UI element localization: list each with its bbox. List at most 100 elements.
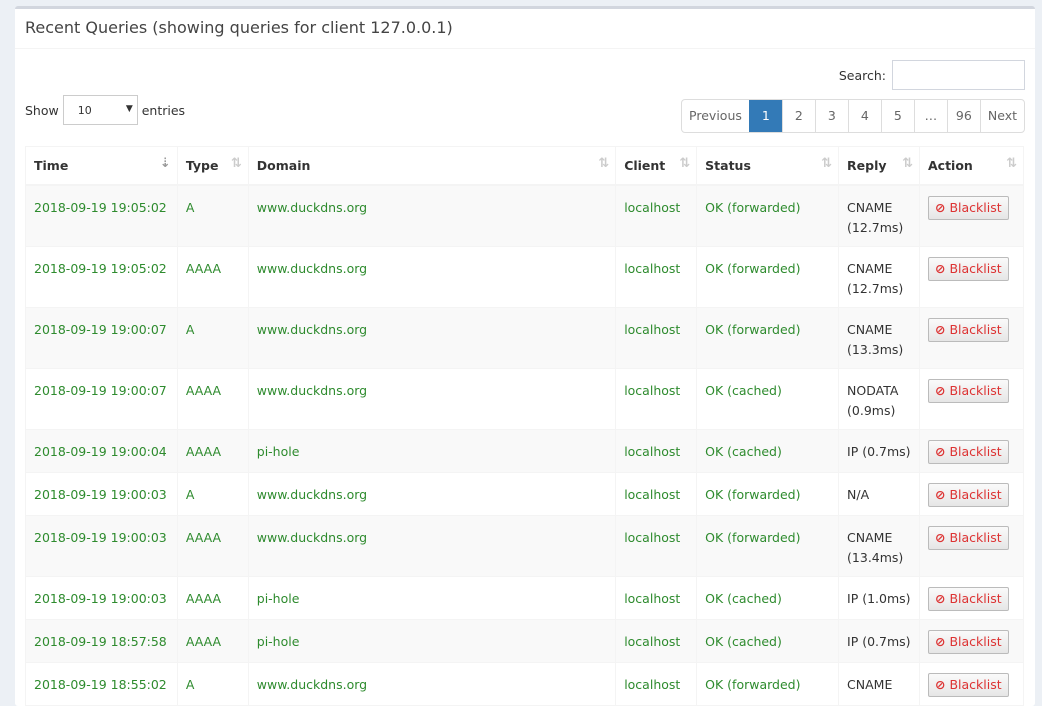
page-button-3[interactable]: 3: [814, 100, 848, 132]
cell-domain: pi-hole: [247, 575, 617, 620]
cell-time: 2018-09-19 19:00:03: [25, 514, 178, 577]
page-button-previous[interactable]: Previous: [689, 108, 742, 123]
cell-domain: www.duckdns.org: [247, 245, 617, 308]
cell-reply: N/A: [838, 471, 920, 516]
column-label: Time: [34, 158, 69, 173]
cell-status: OK (forwarded): [696, 184, 840, 247]
blacklist-button[interactable]: ⊘ Blacklist: [928, 439, 1009, 464]
blacklist-button[interactable]: ⊘ Blacklist: [928, 378, 1009, 403]
blacklist-label: Blacklist: [949, 199, 1002, 215]
sort-icon: ⇅: [821, 156, 833, 171]
table-row: 2018-09-19 19:05:02 AAAA www.duckdns.org lo…: [25, 245, 1024, 308]
cell-type: A: [176, 184, 249, 247]
dropdown-arrow-icon: ▼: [125, 104, 133, 114]
sort-icon: ⇅: [679, 156, 691, 171]
table-row: 2018-09-19 19:00:07 AAAA www.duckdns.org lo…: [25, 367, 1024, 430]
cell-type: A: [176, 306, 249, 369]
cell-time: 2018-09-19 19:00:03: [25, 471, 178, 516]
cell-reply: IP (1.0ms): [838, 575, 920, 620]
cell-reply: IP (0.7ms): [838, 428, 920, 473]
cell-status: OK (forwarded): [696, 514, 840, 577]
cell-action: ⊘ Blacklist: [919, 184, 1024, 247]
cell-type: A: [176, 661, 249, 706]
blacklist-button[interactable]: ⊘ Blacklist: [928, 482, 1009, 507]
pagination: Previous 1 2 3 4 5… 96 Next: [681, 99, 1025, 133]
blacklist-button[interactable]: ⊘ Blacklist: [928, 195, 1009, 220]
sort-icon: ⇅: [598, 156, 610, 171]
cell-status: OK (forwarded): [696, 245, 840, 308]
cell-client: localhost: [615, 661, 698, 706]
sort-icon: ⇅: [230, 156, 242, 171]
box-title: Recent Queries (showing queries for clie…: [15, 9, 1035, 49]
column-header-reply[interactable]: Reply ⇅: [838, 146, 920, 186]
cell-client: localhost: [615, 184, 698, 247]
cell-reply: CNAME (12.7ms): [838, 245, 920, 308]
sort-icon: ⇅: [902, 156, 913, 171]
cell-type: AAAA: [176, 514, 249, 577]
search-input[interactable]: [892, 60, 1025, 90]
cell-domain: www.duckdns.org: [247, 514, 617, 577]
blacklist-button[interactable]: ⊘ Blacklist: [928, 525, 1009, 550]
cell-type: AAAA: [176, 618, 249, 663]
cell-domain: www.duckdns.org: [247, 306, 617, 369]
show-label: Show: [25, 102, 59, 118]
ban-icon: ⊘: [935, 199, 946, 215]
cell-client: localhost: [615, 471, 698, 516]
cell-action: ⊘ Blacklist: [919, 428, 1024, 473]
cell-client: localhost: [615, 618, 698, 663]
cell-client: localhost: [615, 428, 698, 473]
entries-label: entries: [141, 102, 186, 118]
column-header-action[interactable]: Action ⇅: [919, 146, 1024, 186]
ban-icon: ⊘: [935, 676, 946, 692]
page-button-96[interactable]: 96: [946, 100, 980, 132]
cell-action: ⊘ Blacklist: [919, 306, 1024, 369]
blacklist-button[interactable]: ⊘ Blacklist: [928, 629, 1009, 654]
cell-action: ⊘ Blacklist: [919, 245, 1024, 308]
blacklist-label: Blacklist: [949, 260, 1002, 276]
column-label: Action: [928, 158, 973, 173]
page-button-1[interactable]: 1: [748, 100, 782, 132]
page-button-5[interactable]: 5: [880, 100, 914, 132]
cell-time: 2018-09-19 19:00:03: [25, 575, 178, 620]
table-row: 2018-09-19 19:00:03 AAAA www.duckdns.org lo…: [25, 514, 1024, 577]
page-button-next[interactable]: Next: [979, 100, 1024, 132]
cell-status: OK (forwarded): [696, 471, 840, 516]
ban-icon: ⊘: [935, 486, 946, 502]
cell-client: localhost: [615, 514, 698, 577]
cell-time: 2018-09-19 19:00:07: [25, 306, 178, 369]
search-area: Search:: [839, 60, 1025, 90]
blacklist-button[interactable]: ⊘ Blacklist: [928, 672, 1009, 697]
page-button-2[interactable]: 2: [781, 100, 815, 132]
column-header-status[interactable]: Status ⇅: [696, 146, 840, 186]
page-length-select[interactable]: 10 ▼: [62, 95, 138, 125]
page-length-value: 10: [77, 104, 92, 117]
page-button-ellipsis: …: [913, 100, 947, 132]
blacklist-button[interactable]: ⊘ Blacklist: [928, 256, 1009, 281]
ban-icon: ⊘: [935, 590, 946, 606]
blacklist-label: Blacklist: [949, 676, 1002, 692]
cell-status: OK (forwarded): [696, 306, 840, 369]
cell-type: AAAA: [176, 428, 249, 473]
table-row: 2018-09-19 18:57:58 AAAA pi-hole localhost O…: [25, 618, 1024, 663]
cell-action: ⊘ Blacklist: [919, 367, 1024, 430]
cell-status: OK (cached): [696, 428, 840, 473]
cell-reply: IP (0.7ms): [838, 618, 920, 663]
cell-time: 2018-09-19 18:57:58: [25, 618, 178, 663]
column-header-domain[interactable]: Domain ⇅: [247, 146, 617, 186]
page-button-4[interactable]: 4: [847, 100, 881, 132]
column-header-type[interactable]: Type ⇅: [176, 146, 249, 186]
blacklist-label: Blacklist: [949, 486, 1002, 502]
cell-client: localhost: [615, 575, 698, 620]
cell-status: OK (cached): [696, 618, 840, 663]
cell-reply: CNAME (13.3ms): [838, 306, 920, 369]
blacklist-button[interactable]: ⊘ Blacklist: [928, 317, 1009, 342]
cell-domain: www.duckdns.org: [247, 661, 617, 706]
cell-client: localhost: [615, 367, 698, 430]
sort-icon: ⇅: [1006, 156, 1017, 171]
column-header-time[interactable]: Time ⇣: [25, 146, 178, 186]
column-header-client[interactable]: Client ⇅: [615, 146, 698, 186]
cell-status: OK (cached): [696, 575, 840, 620]
blacklist-button[interactable]: ⊘ Blacklist: [928, 586, 1009, 611]
